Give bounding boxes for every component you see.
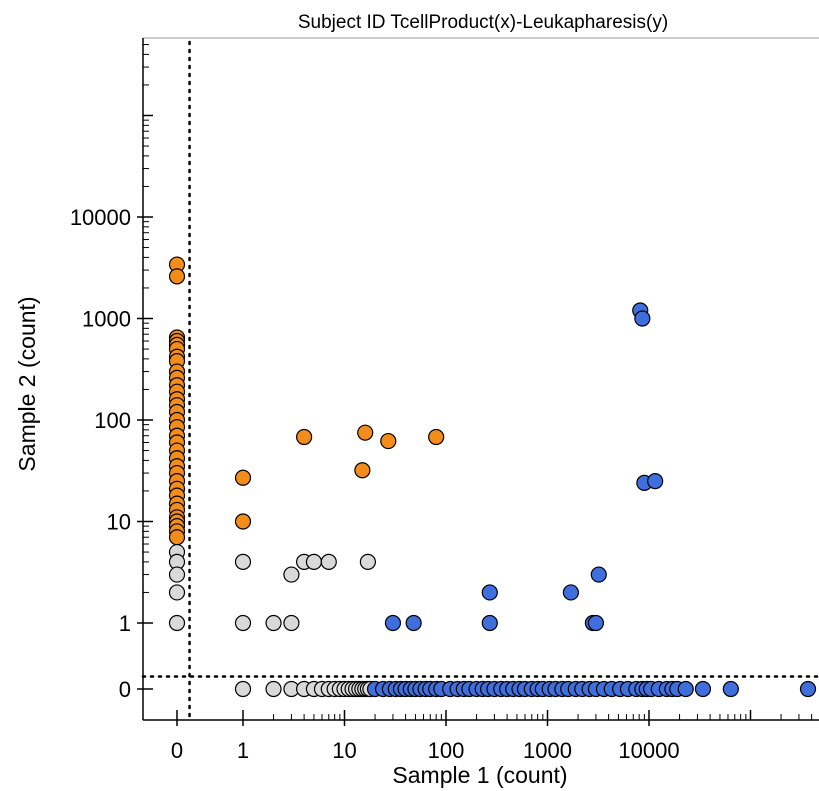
data-point-grey bbox=[283, 566, 300, 583]
y-tick-label: 10 bbox=[107, 510, 131, 535]
x-tick-label: 1000 bbox=[523, 738, 572, 763]
x-tick-label: 100 bbox=[428, 738, 465, 763]
y-tick-label: 1000 bbox=[82, 307, 131, 332]
data-point-grey bbox=[168, 584, 186, 601]
y-tick-label: 1 bbox=[119, 611, 131, 636]
y-axis-minor-ticks bbox=[143, 44, 153, 593]
data-point-orange bbox=[380, 432, 397, 450]
data-point-grey bbox=[283, 614, 300, 632]
data-point-blue bbox=[722, 680, 739, 698]
data-point-blue bbox=[384, 614, 402, 632]
data-point-grey bbox=[168, 614, 186, 632]
x-axis-major-ticks bbox=[176, 710, 650, 726]
data-point-grey bbox=[305, 553, 323, 570]
x-axis-title: Sample 1 (count) bbox=[392, 762, 567, 788]
x-axis-minor-ticks bbox=[273, 710, 813, 720]
data-points bbox=[168, 256, 817, 698]
y-tick-label: 100 bbox=[94, 408, 131, 433]
data-point-grey bbox=[234, 680, 252, 698]
data-point-blue bbox=[481, 584, 498, 601]
data-point-orange bbox=[354, 462, 371, 479]
data-point-blue bbox=[590, 566, 607, 583]
data-point-orange bbox=[168, 529, 186, 546]
y-tick-labels: 0 1 10 100 1000 10000 bbox=[70, 205, 131, 702]
x-tick-label: 1 bbox=[237, 738, 249, 763]
y-tick-label: 10000 bbox=[70, 205, 131, 230]
data-point-orange bbox=[357, 424, 374, 441]
data-point-grey bbox=[265, 680, 282, 698]
data-point-grey bbox=[359, 553, 376, 570]
data-point-orange bbox=[428, 428, 445, 446]
data-point-blue bbox=[405, 614, 422, 632]
data-point-grey bbox=[168, 566, 186, 583]
data-point-orange bbox=[296, 428, 313, 446]
data-point-grey bbox=[265, 614, 282, 632]
data-point-grey bbox=[234, 553, 252, 570]
data-point-grey bbox=[234, 614, 252, 632]
y-tick-label: 0 bbox=[119, 677, 131, 702]
data-point-orange bbox=[234, 469, 252, 486]
chart-title: Subject ID TcellProduct(x)-Leukapharesis… bbox=[298, 12, 668, 33]
data-point-orange bbox=[234, 513, 252, 530]
data-point-blue bbox=[799, 680, 817, 698]
data-point-orange bbox=[168, 268, 186, 285]
data-point-blue bbox=[694, 680, 712, 698]
y-axis-major-ticks bbox=[137, 216, 153, 690]
data-point-blue bbox=[634, 310, 651, 327]
x-tick-label: 0 bbox=[171, 738, 183, 763]
data-point-blue bbox=[587, 614, 605, 632]
x-tick-label: 10000 bbox=[618, 738, 679, 763]
x-tick-label: 10 bbox=[332, 738, 356, 763]
y-axis-title: Sample 2 (count) bbox=[14, 296, 40, 471]
data-point-blue bbox=[677, 680, 694, 698]
x-tick-labels: 0 1 10 100 1000 10000 bbox=[171, 738, 680, 763]
data-point-blue bbox=[562, 584, 579, 601]
data-point-blue bbox=[647, 473, 664, 490]
data-point-blue bbox=[481, 614, 498, 632]
data-point-grey bbox=[320, 553, 337, 570]
